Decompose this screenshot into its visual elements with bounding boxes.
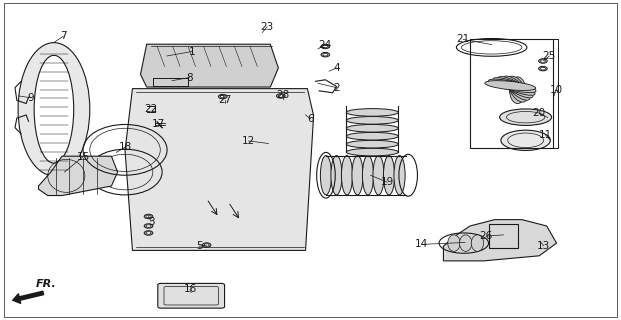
Ellipse shape bbox=[448, 235, 460, 252]
Ellipse shape bbox=[540, 60, 545, 62]
Ellipse shape bbox=[352, 156, 363, 195]
Ellipse shape bbox=[146, 225, 151, 227]
Ellipse shape bbox=[220, 95, 225, 98]
Text: 6: 6 bbox=[307, 114, 314, 124]
Ellipse shape bbox=[342, 156, 353, 195]
Text: 17: 17 bbox=[152, 119, 165, 129]
Text: 24: 24 bbox=[319, 40, 332, 50]
Ellipse shape bbox=[498, 76, 533, 98]
Ellipse shape bbox=[219, 94, 227, 99]
Bar bbox=[470, 38, 553, 148]
Text: 13: 13 bbox=[537, 241, 550, 251]
FancyArrowPatch shape bbox=[13, 291, 43, 303]
Ellipse shape bbox=[34, 55, 74, 163]
Text: 1: 1 bbox=[189, 46, 195, 57]
Text: 15: 15 bbox=[76, 152, 89, 162]
Ellipse shape bbox=[320, 156, 332, 195]
Text: 16: 16 bbox=[183, 284, 197, 294]
Text: 25: 25 bbox=[543, 51, 556, 61]
Text: 12: 12 bbox=[242, 136, 255, 146]
Ellipse shape bbox=[471, 235, 484, 252]
Ellipse shape bbox=[460, 235, 472, 252]
Text: 3: 3 bbox=[148, 217, 154, 227]
Ellipse shape bbox=[538, 67, 547, 71]
Text: 5: 5 bbox=[196, 241, 202, 251]
Ellipse shape bbox=[202, 243, 211, 247]
Ellipse shape bbox=[321, 52, 330, 57]
Ellipse shape bbox=[394, 156, 405, 195]
Polygon shape bbox=[125, 89, 314, 251]
Text: 23: 23 bbox=[261, 22, 274, 32]
Ellipse shape bbox=[347, 148, 398, 156]
Text: 10: 10 bbox=[550, 84, 563, 95]
Text: 27: 27 bbox=[219, 95, 232, 105]
Ellipse shape bbox=[538, 59, 547, 63]
Ellipse shape bbox=[501, 130, 550, 150]
Ellipse shape bbox=[507, 76, 527, 102]
Text: FR.: FR. bbox=[35, 279, 56, 289]
Text: 14: 14 bbox=[415, 239, 428, 249]
Text: 19: 19 bbox=[381, 177, 394, 187]
Ellipse shape bbox=[144, 214, 153, 219]
Ellipse shape bbox=[323, 45, 328, 48]
Ellipse shape bbox=[500, 109, 551, 125]
Ellipse shape bbox=[276, 94, 285, 98]
Bar bbox=[489, 224, 518, 248]
Ellipse shape bbox=[347, 140, 398, 148]
Ellipse shape bbox=[331, 156, 342, 195]
Ellipse shape bbox=[489, 79, 536, 93]
Ellipse shape bbox=[503, 76, 530, 100]
Ellipse shape bbox=[347, 116, 398, 124]
FancyBboxPatch shape bbox=[158, 284, 225, 308]
Ellipse shape bbox=[146, 215, 151, 218]
Ellipse shape bbox=[323, 53, 328, 56]
Text: 9: 9 bbox=[28, 93, 34, 103]
Ellipse shape bbox=[485, 81, 536, 91]
Ellipse shape bbox=[146, 232, 151, 234]
Ellipse shape bbox=[373, 156, 384, 195]
Ellipse shape bbox=[144, 231, 153, 235]
Polygon shape bbox=[39, 156, 117, 196]
Ellipse shape bbox=[347, 108, 398, 116]
Ellipse shape bbox=[383, 156, 394, 195]
Ellipse shape bbox=[18, 43, 90, 176]
Text: 20: 20 bbox=[533, 108, 546, 118]
Ellipse shape bbox=[493, 78, 535, 95]
Polygon shape bbox=[140, 44, 278, 87]
Ellipse shape bbox=[347, 124, 398, 132]
Text: 26: 26 bbox=[479, 231, 492, 241]
Ellipse shape bbox=[204, 244, 209, 246]
Ellipse shape bbox=[510, 77, 525, 104]
Ellipse shape bbox=[144, 224, 153, 228]
Ellipse shape bbox=[278, 95, 283, 97]
Ellipse shape bbox=[363, 156, 374, 195]
Ellipse shape bbox=[321, 44, 330, 49]
Text: 22: 22 bbox=[144, 104, 158, 114]
Text: 21: 21 bbox=[456, 35, 470, 44]
Text: 18: 18 bbox=[119, 142, 132, 152]
Text: 28: 28 bbox=[276, 90, 289, 100]
Text: 2: 2 bbox=[333, 83, 340, 93]
Text: 7: 7 bbox=[60, 31, 66, 41]
Text: 8: 8 bbox=[186, 73, 193, 83]
Polygon shape bbox=[443, 220, 556, 261]
Ellipse shape bbox=[540, 68, 545, 70]
Ellipse shape bbox=[347, 132, 398, 140]
Text: 4: 4 bbox=[333, 63, 340, 73]
Text: 11: 11 bbox=[539, 130, 552, 140]
